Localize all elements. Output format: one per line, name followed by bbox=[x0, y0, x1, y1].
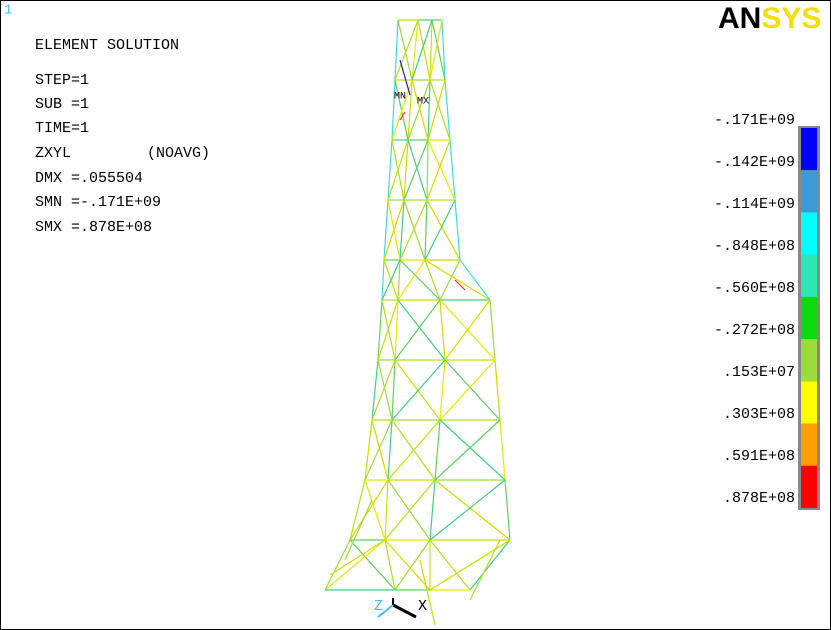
window-number: 1 bbox=[4, 3, 12, 19]
legend-label: .153E+07 bbox=[723, 364, 795, 381]
legend-label: .303E+08 bbox=[723, 406, 795, 423]
legend-label: -.560E+08 bbox=[714, 280, 795, 297]
legend-swatch bbox=[801, 466, 817, 508]
info-line: STEP=1 bbox=[35, 72, 89, 89]
logo-part: AN bbox=[718, 2, 761, 35]
legend-swatch bbox=[801, 424, 817, 466]
ansys-window: 1 ANSYS ELEMENT SOLUTION STEP=1 SUB =1 T… bbox=[0, 0, 831, 630]
min-marker: MN bbox=[394, 92, 406, 103]
max-marker: MX bbox=[417, 97, 429, 108]
triad-x-label: X bbox=[418, 598, 427, 615]
logo-part: SYS bbox=[761, 2, 821, 35]
legend-label: .878E+08 bbox=[723, 490, 795, 507]
info-stat: SMX =.878E+08 bbox=[35, 219, 152, 236]
legend-label: -.142E+09 bbox=[714, 154, 795, 171]
legend-swatch bbox=[801, 128, 817, 170]
legend-swatch bbox=[801, 339, 817, 381]
legend-label: -.848E+08 bbox=[714, 238, 795, 255]
info-line: TIME=1 bbox=[35, 120, 89, 137]
triad-z-label: Z bbox=[374, 598, 383, 615]
info-averaging: (NOAVG) bbox=[147, 145, 210, 162]
info-line: SUB =1 bbox=[35, 96, 89, 113]
logo: ANSYS bbox=[718, 2, 821, 35]
legend-label: -.171E+09 bbox=[714, 112, 795, 129]
legend-label: -.114E+09 bbox=[714, 196, 795, 213]
legend-label: .591E+08 bbox=[723, 448, 795, 465]
legend-swatch bbox=[801, 212, 817, 254]
info-stat: DMX =.055504 bbox=[35, 170, 143, 187]
legend-swatch bbox=[801, 170, 817, 212]
info-stat: SMN =-.171E+09 bbox=[35, 194, 161, 211]
info-result: ZXYL bbox=[35, 145, 71, 162]
legend-swatch bbox=[801, 381, 817, 423]
legend-label: -.272E+08 bbox=[714, 322, 795, 339]
info-title: ELEMENT SOLUTION bbox=[35, 37, 179, 54]
legend-swatch bbox=[801, 255, 817, 297]
legend-swatch bbox=[801, 297, 817, 339]
